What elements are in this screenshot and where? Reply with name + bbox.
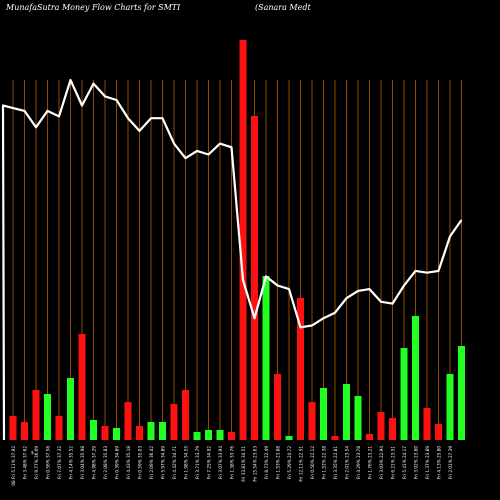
chart-subtitle: (Sanara Medt [255,3,311,12]
bar [55,416,63,440]
price-line [1,78,463,441]
x-tick-label: Fri 6.21% 23.51 [391,446,396,479]
bar [44,394,51,440]
x-tick-label: Fri 2.01% 27.39 [448,446,453,479]
x-tick-label: Fri 4.42% 34.71 [172,446,177,479]
x-tick-label: Fri 3.04% 35.98 [80,446,85,479]
bar [331,436,339,440]
bar [159,422,166,440]
x-tick-label: Fri 15.54% 23.63 [253,446,258,482]
bar [32,390,40,440]
x-tick-label: Fri 5.97% 34.89 [161,446,166,479]
bar [262,276,270,440]
x-tick-label: Fri 2.08% 35.83 [103,446,108,479]
x-tick-label: Fri 4.14% 35.52 [69,446,74,479]
x-tick-label: Fri 9.77% 36.69 [34,446,39,479]
bar [147,422,155,440]
x-tick-label: Fri 8.73% 22.49 [264,446,269,479]
x-tick-label: Fri 12.11% 22.51 [299,446,304,482]
x-tick-label: Fri 4.43% 35.18 [126,446,131,479]
x-tick-label: Fri 3.03% 22.94 [379,446,384,479]
bar [113,428,120,440]
x-tick-label-extra: $ [31,450,34,455]
bar [285,436,293,440]
x-tick-label: Fri 7.25% 34.92 [207,446,212,479]
x-tick-label: Fri 7.07% 37.32 [57,446,62,479]
x-tick-label: Fri 1.76% 23.21 [368,446,373,479]
bar [412,316,419,440]
bar [446,374,454,440]
bar [67,378,74,440]
x-tick-label: Fri 0.39% 34.89 [115,446,120,479]
bar [205,430,212,440]
bar [308,402,316,440]
bar [435,424,442,440]
x-tick-label: Fri 4.98% 37.29 [92,446,97,479]
bar [228,432,235,440]
bar [170,404,178,440]
chart-title: MunafaSutra Money Flow Charts for SMTI [5,3,181,12]
bar [21,422,28,440]
x-tick-label: Fri 3.71% 33.79 [195,446,200,479]
bar [389,418,396,440]
x-tick-label: 08 Fri 5.11% 37.92 [11,446,16,486]
x-tick-label: Fri 4.13% 25.80 [437,446,442,479]
bar [366,434,373,440]
bar [239,40,247,440]
x-tick-label: Fri 5.29% 24.72 [287,446,292,479]
x-tick-label: Fri 2.01% 23.54 [345,446,350,479]
x-tick-label: Fri 1.38% 33.76 [230,446,235,479]
bar [9,416,17,440]
x-tick-label: Fri 1.52% 22.38 [322,446,327,479]
x-tick-label: Fri 3.02% 23.80 [414,446,419,479]
bar [320,388,327,440]
x-tick-label: Fri 0.59% 35.03 [138,446,143,479]
bar [354,396,362,440]
x-tick-label: Fri 0.50% 22.12 [310,446,315,479]
x-tick-label: Fri 4.29% 23.78 [356,446,361,479]
x-tick-labels: 08 Fri 5.11% 37.92 Fri 3.48% 37.62 Fri 9.7… [11,446,453,486]
bar [423,408,431,440]
bar [343,384,350,440]
x-tick-label: Fri 2.09% 36.42 [149,446,154,479]
bar [400,348,408,440]
x-tick-label: Fri 1.98% 34.55 [184,446,189,479]
bar [458,346,465,440]
bar [193,432,201,440]
x-tick-label: Fri 33.81% 34.51 [241,446,246,482]
bar [124,402,132,440]
x-tick-label: Fri 3.48% 37.62 [23,446,28,479]
bar [78,334,86,440]
bar [274,374,281,440]
x-tick-label: Fri 1.53% 23.88 [276,446,281,479]
x-tick-label: Fri 0.56% 37.58 [46,446,51,479]
bar [377,412,385,440]
bar [90,420,97,440]
bar [182,390,189,440]
bar [101,426,109,440]
money-flow-bars [9,40,465,440]
x-tick-label: Fri 5.41% 24.17 [402,446,407,479]
bar [297,298,304,440]
x-tick-label: Fri 3.07% 33.94 [218,446,223,479]
bar [216,430,224,440]
x-tick-label: Fri 3.35% 22.81 [333,446,338,479]
bar [136,426,143,440]
x-tick-label: Fri 1.37% 23.89 [425,446,430,479]
bar [251,116,258,440]
